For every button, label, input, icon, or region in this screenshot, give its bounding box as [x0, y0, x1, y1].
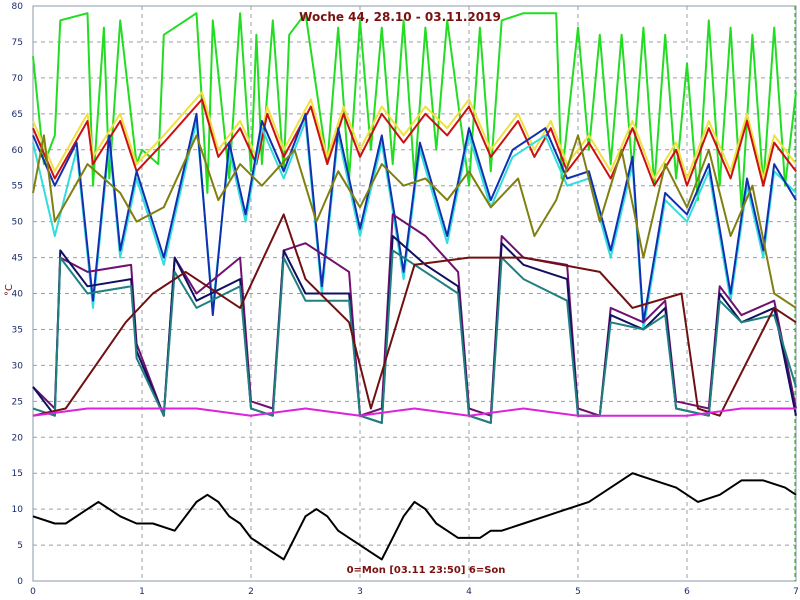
series-line-6 — [32, 134, 797, 309]
series-line-5 — [32, 112, 797, 324]
y-tick-label: 45 — [12, 254, 23, 264]
series-line-4 — [32, 120, 797, 331]
y-tick-label: 40 — [12, 290, 24, 300]
series-lines — [32, 12, 797, 561]
chart-title: Woche 44, 28.10 - 03.11.2019 — [299, 10, 501, 24]
x-tick-label: 0 — [30, 587, 36, 597]
x-tick-label: 7 — [793, 587, 799, 597]
series-line-7 — [32, 213, 797, 417]
series-line-9 — [32, 249, 797, 424]
y-tick-label: 0 — [17, 577, 23, 587]
y-tick-label: 75 — [12, 38, 23, 48]
series-line-10 — [32, 213, 797, 417]
y-axis-label: °C — [4, 284, 15, 296]
y-tick-label: 30 — [12, 361, 24, 371]
y-tick-label: 80 — [12, 2, 24, 12]
y-tick-label: 15 — [12, 469, 23, 479]
series-line-1 — [32, 12, 797, 209]
y-tick-label: 70 — [12, 74, 24, 84]
x-tick-label: 1 — [139, 587, 145, 597]
y-tick-label: 55 — [12, 182, 23, 192]
series-line-11 — [32, 407, 796, 417]
y-tick-label: 35 — [12, 325, 23, 335]
y-tick-label: 60 — [12, 146, 24, 156]
x-tick-label: 4 — [466, 587, 472, 597]
series-line-3 — [32, 98, 797, 187]
y-tick-label: 50 — [12, 218, 24, 228]
y-tick-label: 10 — [12, 505, 24, 515]
x-tick-label: 6 — [684, 587, 690, 597]
x-tick-label: 2 — [248, 587, 254, 597]
grid — [33, 6, 796, 581]
y-tick-label: 20 — [12, 433, 24, 443]
series-line-2 — [32, 91, 797, 180]
y-tick-label: 25 — [12, 397, 23, 407]
x-tick-label: 3 — [357, 587, 363, 597]
y-tick-label: 5 — [17, 541, 23, 551]
y-tick-label: 65 — [12, 110, 23, 120]
chart-footer: 0=Mon [03.11 23:50] 6=Son — [347, 565, 506, 576]
x-tick-label: 5 — [575, 587, 581, 597]
series-line-12 — [32, 472, 797, 561]
